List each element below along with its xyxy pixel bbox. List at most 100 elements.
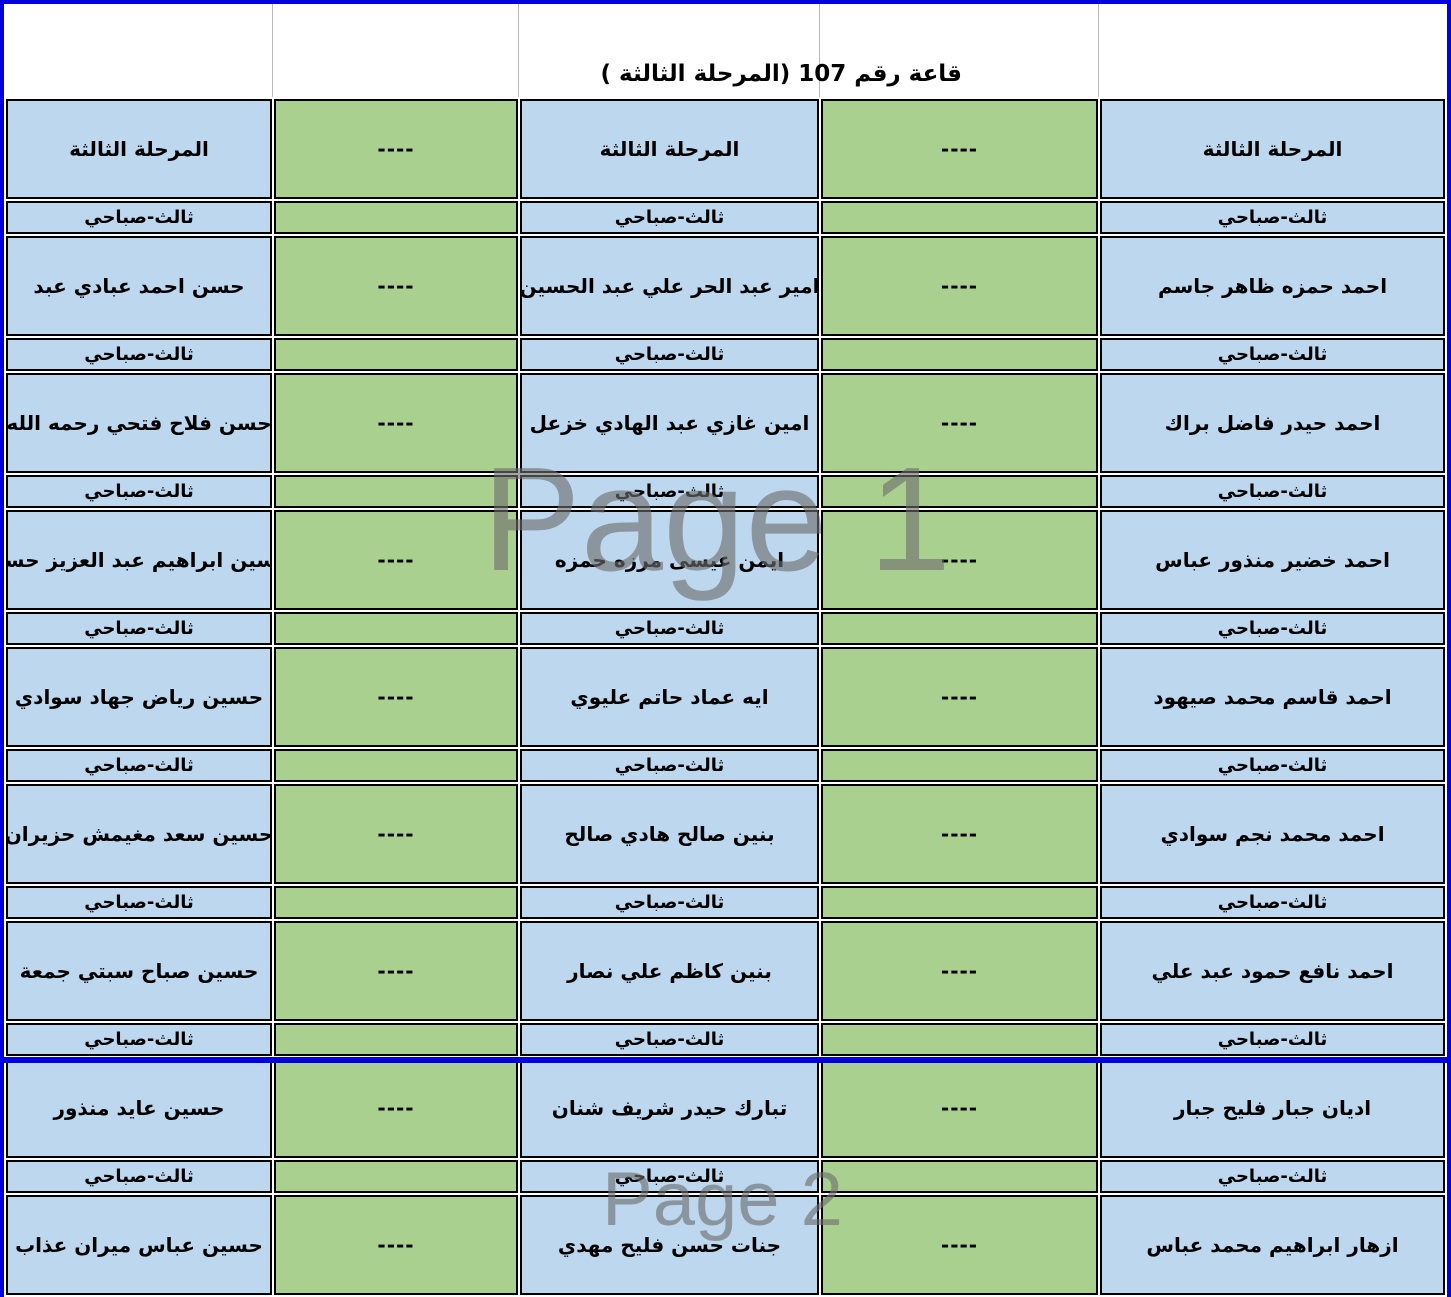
session-cell-label: ثالث-صباحي bbox=[1217, 207, 1328, 228]
header-gridline bbox=[819, 4, 820, 97]
student-name-cell-label: ازهار ابراهيم محمد عباس bbox=[1146, 1233, 1399, 1257]
session-cell[interactable]: ثالث-صباحي bbox=[6, 338, 272, 371]
session-cell[interactable]: ثالث-صباحي bbox=[6, 886, 272, 919]
empty-separator-cell[interactable] bbox=[274, 338, 518, 371]
separator-cell[interactable]: ---- bbox=[274, 236, 518, 336]
separator-cell[interactable]: ---- bbox=[821, 1058, 1098, 1158]
student-name-cell[interactable]: احمد حمزه ظاهر جاسم bbox=[1100, 236, 1445, 336]
session-cell[interactable]: ثالث-صباحي bbox=[520, 1023, 819, 1056]
session-cell[interactable]: ثالث-صباحي bbox=[1100, 612, 1445, 645]
separator-cell[interactable]: ---- bbox=[821, 784, 1098, 884]
student-name-cell-label: حسين سعد مغيمش حزيران bbox=[8, 822, 270, 846]
student-name-cell[interactable]: ايمن عيسى مرزه حمزه bbox=[520, 510, 819, 610]
student-name-cell[interactable]: جنات حسن فليح مهدي bbox=[520, 1195, 819, 1295]
separator-cell[interactable]: ---- bbox=[821, 99, 1098, 199]
student-name-cell[interactable]: حسين عايد منذور bbox=[6, 1058, 272, 1158]
student-name-cell-label: احمد قاسم محمد صيهود bbox=[1153, 685, 1392, 709]
session-cell-label: ثالث-صباحي bbox=[84, 1166, 194, 1187]
student-name-cell[interactable]: حسين صباح سبتي جمعة bbox=[6, 921, 272, 1021]
session-cell[interactable]: ثالث-صباحي bbox=[6, 1023, 272, 1056]
empty-separator-cell[interactable] bbox=[274, 475, 518, 508]
separator-cell[interactable]: ---- bbox=[274, 373, 518, 473]
session-cell[interactable]: ثالث-صباحي bbox=[6, 475, 272, 508]
student-name-cell[interactable]: بنين صالح هادي صالح bbox=[520, 784, 819, 884]
separator-cell[interactable]: ---- bbox=[821, 236, 1098, 336]
student-name-cell-label: امين غازي عبد الهادي خزعل bbox=[529, 411, 810, 435]
empty-separator-cell[interactable] bbox=[274, 201, 518, 234]
table-row: حسين ابراهيم عبد العزيز حسن ---- ايمن عيسى… bbox=[6, 510, 1445, 610]
empty-separator-cell[interactable] bbox=[821, 886, 1098, 919]
empty-separator-cell[interactable] bbox=[821, 1023, 1098, 1056]
student-name-cell[interactable]: ازهار ابراهيم محمد عباس bbox=[1100, 1195, 1445, 1295]
student-name-cell[interactable]: ايه عماد حاتم عليوي bbox=[520, 647, 819, 747]
session-cell[interactable]: ثالث-صباحي bbox=[6, 201, 272, 234]
separator-cell[interactable]: ---- bbox=[821, 1195, 1098, 1295]
student-name-cell[interactable]: احمد حيدر فاضل براك bbox=[1100, 373, 1445, 473]
separator-cell-label: ---- bbox=[377, 548, 415, 572]
empty-separator-cell[interactable] bbox=[274, 1023, 518, 1056]
session-cell[interactable]: ثالث-صباحي bbox=[520, 338, 819, 371]
student-name-cell[interactable]: حسن احمد عبادي عبد bbox=[6, 236, 272, 336]
separator-cell[interactable]: ---- bbox=[274, 1195, 518, 1295]
empty-separator-cell[interactable] bbox=[821, 338, 1098, 371]
session-cell[interactable]: ثالث-صباحي bbox=[1100, 201, 1445, 234]
student-name-cell[interactable]: امير عبد الحر علي عبد الحسين bbox=[520, 236, 819, 336]
session-cell[interactable]: ثالث-صباحي bbox=[520, 749, 819, 782]
student-name-cell[interactable]: احمد محمد نجم سوادي bbox=[1100, 784, 1445, 884]
student-name-cell[interactable]: احمد قاسم محمد صيهود bbox=[1100, 647, 1445, 747]
empty-separator-cell[interactable] bbox=[274, 612, 518, 645]
empty-separator-cell[interactable] bbox=[821, 201, 1098, 234]
table-row: حسين عباس ميران عذاب ---- جنات حسن فليح مه… bbox=[6, 1195, 1445, 1295]
session-cell[interactable]: ثالث-صباحي bbox=[6, 1160, 272, 1193]
separator-cell[interactable]: ---- bbox=[821, 647, 1098, 747]
session-cell-label: ثالث-صباحي bbox=[1217, 618, 1328, 639]
stage-header-cell[interactable]: المرحلة الثالثة bbox=[1100, 99, 1445, 199]
session-cell[interactable]: ثالث-صباحي bbox=[1100, 1023, 1445, 1056]
session-cell[interactable]: ثالث-صباحي bbox=[1100, 886, 1445, 919]
separator-cell[interactable]: ---- bbox=[274, 510, 518, 610]
empty-separator-cell[interactable] bbox=[274, 886, 518, 919]
session-cell[interactable]: ثالث-صباحي bbox=[1100, 475, 1445, 508]
separator-cell[interactable]: ---- bbox=[821, 510, 1098, 610]
session-cell[interactable]: ثالث-صباحي bbox=[520, 612, 819, 645]
student-name-cell[interactable]: حسين سعد مغيمش حزيران bbox=[6, 784, 272, 884]
student-name-cell[interactable]: احمد خضير منذور عباس bbox=[1100, 510, 1445, 610]
separator-cell[interactable]: ---- bbox=[274, 647, 518, 747]
stage-header-cell[interactable]: المرحلة الثالثة bbox=[520, 99, 819, 199]
session-cell[interactable]: ثالث-صباحي bbox=[6, 612, 272, 645]
empty-separator-cell[interactable] bbox=[274, 749, 518, 782]
session-cell[interactable]: ثالث-صباحي bbox=[520, 475, 819, 508]
student-name-cell[interactable]: احمد نافع حمود عبد علي bbox=[1100, 921, 1445, 1021]
separator-cell[interactable]: ---- bbox=[274, 921, 518, 1021]
stage-header-cell-label: المرحلة الثالثة bbox=[69, 137, 209, 161]
stage-header-cell[interactable]: المرحلة الثالثة bbox=[6, 99, 272, 199]
student-name-cell[interactable]: حسن فلاح فتحي رحمه الله bbox=[6, 373, 272, 473]
student-name-cell[interactable]: اديان جبار فليح جبار bbox=[1100, 1058, 1445, 1158]
separator-cell[interactable]: ---- bbox=[821, 373, 1098, 473]
empty-separator-cell[interactable] bbox=[821, 612, 1098, 645]
session-cell[interactable]: ثالث-صباحي bbox=[1100, 749, 1445, 782]
separator-cell[interactable]: ---- bbox=[274, 99, 518, 199]
session-cell[interactable]: ثالث-صباحي bbox=[6, 749, 272, 782]
session-cell[interactable]: ثالث-صباحي bbox=[1100, 338, 1445, 371]
session-cell-label: ثالث-صباحي bbox=[614, 892, 725, 913]
student-name-cell[interactable]: حسين ابراهيم عبد العزيز حسن bbox=[6, 510, 272, 610]
separator-cell[interactable]: ---- bbox=[821, 921, 1098, 1021]
student-name-cell[interactable]: امين غازي عبد الهادي خزعل bbox=[520, 373, 819, 473]
student-name-cell[interactable]: حسين رياض جهاد سوادي bbox=[6, 647, 272, 747]
student-name-cell[interactable]: تبارك حيدر شريف شنان bbox=[520, 1058, 819, 1158]
empty-separator-cell[interactable] bbox=[821, 749, 1098, 782]
empty-separator-cell[interactable] bbox=[821, 475, 1098, 508]
separator-cell[interactable]: ---- bbox=[274, 1058, 518, 1158]
session-cell-label: ثالث-صباحي bbox=[1217, 892, 1328, 913]
separator-cell[interactable]: ---- bbox=[274, 784, 518, 884]
student-name-cell[interactable]: بنين كاظم علي نصار bbox=[520, 921, 819, 1021]
empty-separator-cell[interactable] bbox=[821, 1160, 1098, 1193]
session-cell[interactable]: ثالث-صباحي bbox=[1100, 1160, 1445, 1193]
student-name-cell[interactable]: حسين عباس ميران عذاب bbox=[6, 1195, 272, 1295]
empty-separator-cell[interactable] bbox=[274, 1160, 518, 1193]
session-cell[interactable]: ثالث-صباحي bbox=[520, 201, 819, 234]
session-cell[interactable]: ثالث-صباحي bbox=[520, 886, 819, 919]
separator-cell-label: ---- bbox=[940, 685, 979, 709]
session-cell[interactable]: ثالث-صباحي bbox=[520, 1160, 819, 1193]
